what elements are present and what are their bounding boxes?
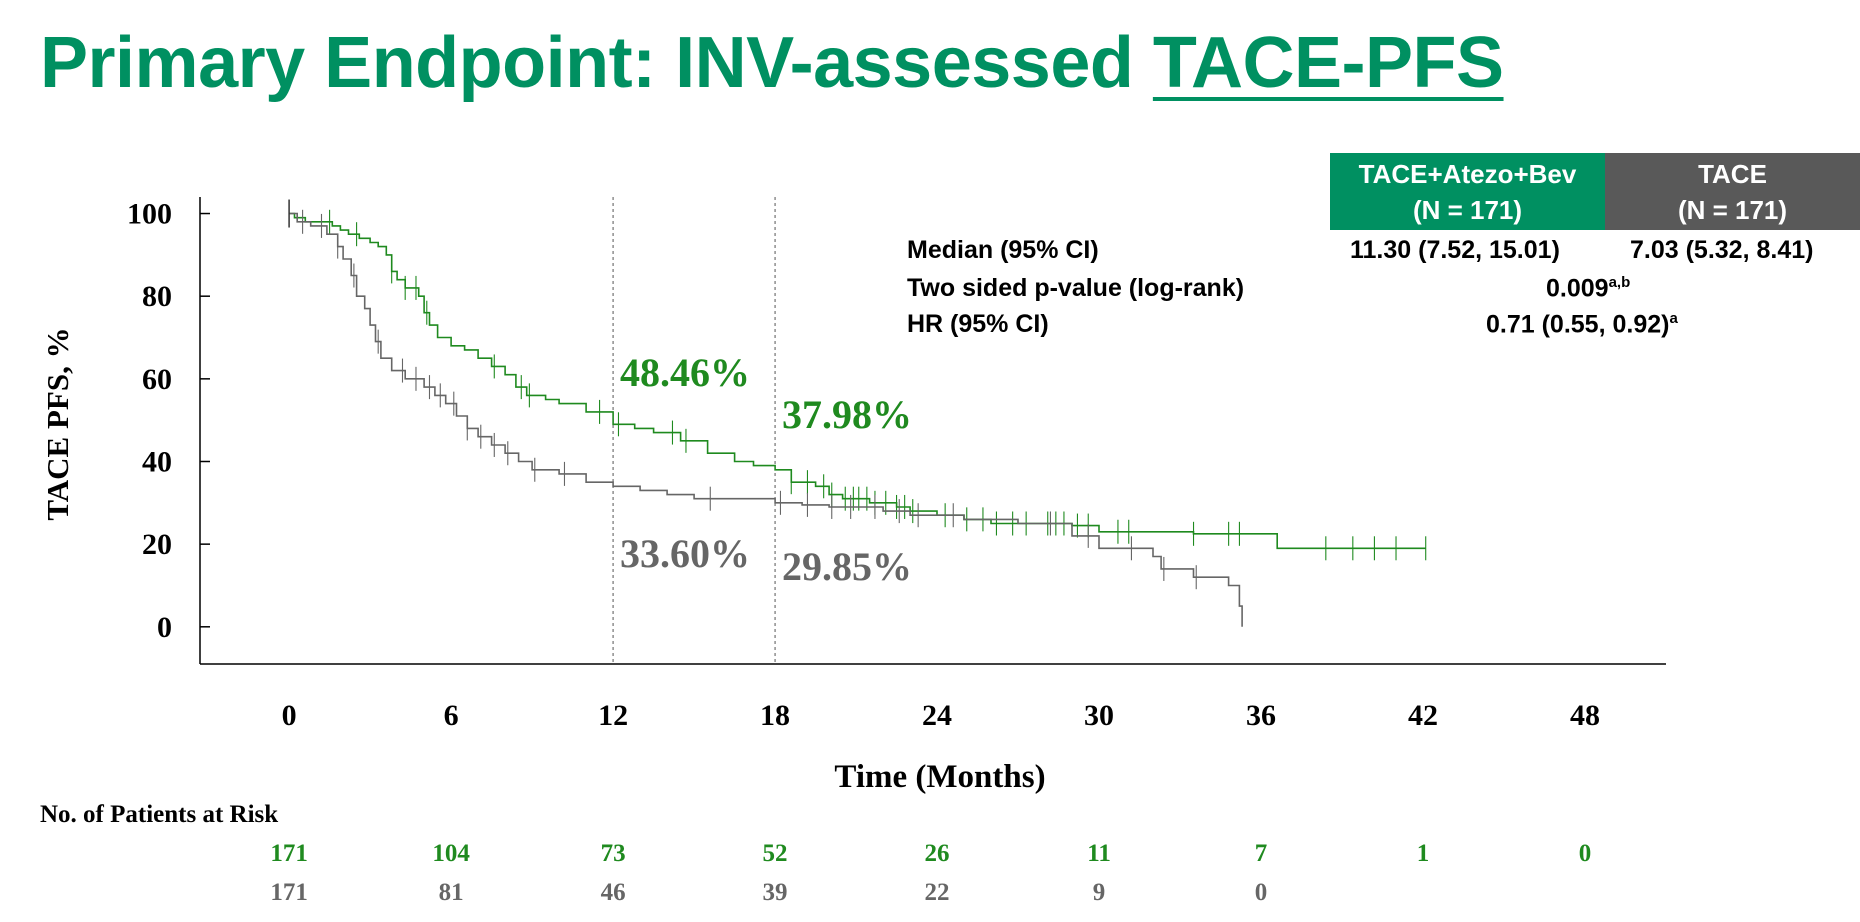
median-arm-value: 11.30 (7.52, 15.01) bbox=[1350, 236, 1560, 264]
control-header-n: (N = 171) bbox=[1677, 195, 1788, 225]
risk-control-count: 9 bbox=[1093, 879, 1106, 906]
x-tick-label: 0 bbox=[282, 699, 297, 732]
y-axis-label: TACE PFS, % bbox=[40, 327, 75, 520]
hr-label: HR (95% CI) bbox=[907, 310, 1049, 338]
percent-annotation: 33.60% bbox=[620, 531, 750, 576]
risk-table-label: No. of Patients at Risk bbox=[40, 801, 278, 828]
risk-arm-count: 52 bbox=[763, 840, 788, 867]
control-header: TACE (N = 171) bbox=[1605, 153, 1860, 230]
risk-arm-count: 7 bbox=[1255, 840, 1268, 867]
risk-control-count: 46 bbox=[601, 879, 626, 906]
pvalue-footnote: a,b bbox=[1608, 274, 1631, 291]
risk-control-count: 39 bbox=[763, 879, 788, 906]
y-tick-label: 0 bbox=[157, 611, 172, 644]
x-tick-label: 30 bbox=[1084, 699, 1114, 732]
risk-arm-count: 73 bbox=[601, 840, 626, 867]
pvalue-value: 0.009a,b bbox=[1546, 274, 1630, 303]
control-header-name: TACE bbox=[1698, 159, 1767, 189]
x-axis-label: Time (Months) bbox=[834, 759, 1045, 795]
percent-annotation: 48.46% bbox=[620, 350, 750, 395]
arm-header-n: (N = 171) bbox=[1412, 195, 1523, 225]
y-tick-label: 60 bbox=[142, 363, 172, 396]
risk-control-count: 171 bbox=[270, 879, 308, 906]
title-link[interactable]: TACE-PFS bbox=[1152, 23, 1504, 103]
x-tick-label: 24 bbox=[922, 699, 952, 732]
arm-header: TACE+Atezo+Bev (N = 171) bbox=[1330, 153, 1605, 230]
median-control-value: 7.03 (5.32, 8.41) bbox=[1630, 236, 1814, 264]
hr-footnote: a bbox=[1669, 310, 1678, 327]
median-label: Median (95% CI) bbox=[907, 236, 1099, 264]
hr-value: 0.71 (0.55, 0.92)a bbox=[1486, 310, 1678, 339]
y-tick-label: 100 bbox=[127, 198, 172, 231]
x-tick-label: 36 bbox=[1246, 699, 1276, 732]
y-tick-label: 80 bbox=[142, 280, 172, 313]
y-tick-label: 40 bbox=[142, 445, 172, 478]
y-tick-label: 20 bbox=[142, 528, 172, 561]
pvalue-label: Two sided p-value (log-rank) bbox=[907, 274, 1245, 302]
risk-arm-count: 171 bbox=[270, 840, 308, 867]
title-main: Primary Endpoint: INV-assessed bbox=[40, 23, 1153, 103]
arm-header-name: TACE+Atezo+Bev bbox=[1358, 159, 1577, 189]
risk-arm-count: 26 bbox=[925, 840, 950, 867]
risk-arm-count: 11 bbox=[1087, 840, 1111, 867]
risk-control-count: 22 bbox=[925, 879, 950, 906]
percent-annotation: 37.98% bbox=[782, 392, 912, 437]
x-tick-label: 12 bbox=[598, 699, 628, 732]
risk-arm-count: 1 bbox=[1417, 840, 1430, 867]
x-tick-label: 18 bbox=[760, 699, 790, 732]
page-title: Primary Endpoint: INV-assessed TACE-PFS bbox=[40, 22, 1504, 104]
risk-control-count: 0 bbox=[1255, 879, 1268, 906]
series-line-arm bbox=[289, 212, 1426, 550]
x-tick-label: 6 bbox=[444, 699, 459, 732]
risk-arm-count: 0 bbox=[1579, 840, 1592, 867]
x-tick-label: 42 bbox=[1408, 699, 1438, 732]
hr-number: 0.71 (0.55, 0.92) bbox=[1486, 310, 1670, 339]
x-tick-label: 48 bbox=[1570, 699, 1600, 732]
series-line-control bbox=[289, 212, 1243, 627]
risk-arm-count: 104 bbox=[432, 840, 470, 867]
pvalue-number: 0.009 bbox=[1546, 274, 1609, 303]
percent-annotation: 29.85% bbox=[782, 544, 912, 589]
risk-control-count: 81 bbox=[439, 879, 464, 906]
